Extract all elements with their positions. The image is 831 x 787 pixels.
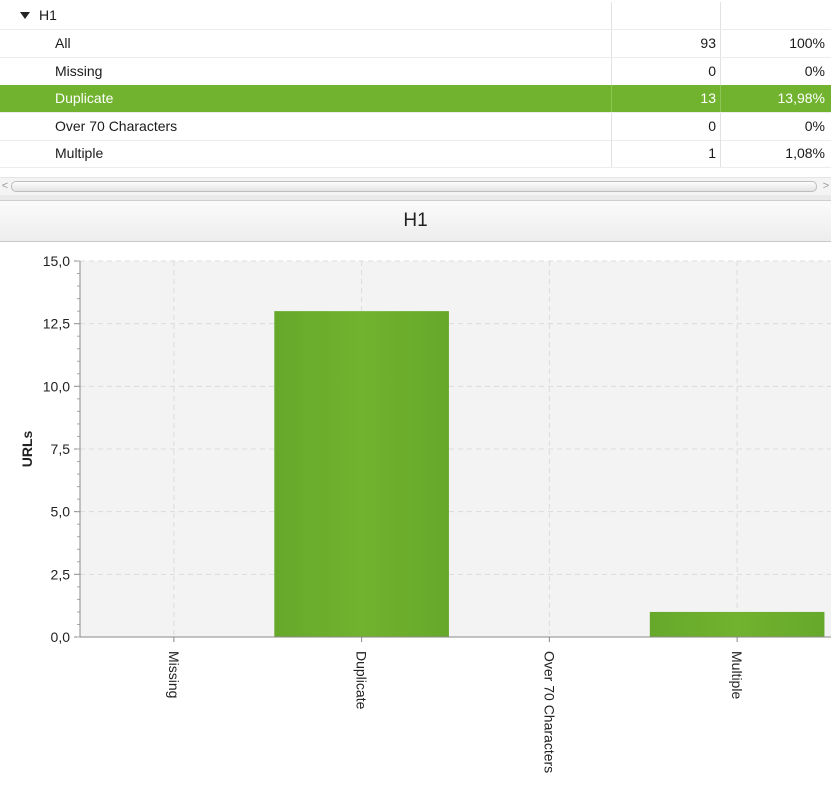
x-tick-label: Missing (166, 651, 182, 698)
row-percent: 100% (720, 30, 831, 57)
row-percent: 0% (720, 58, 831, 85)
table-row[interactable]: All 93 100% (0, 30, 831, 58)
tree-group-label: H1 (39, 7, 57, 23)
row-label: All (55, 35, 71, 51)
y-tick-label: 2,5 (51, 566, 71, 582)
bar-chart: 0,0 2,5 5,0 7,5 10,0 12,5 15,0 Missing Duplicate… (19, 253, 831, 773)
y-tick-label: 10,0 (43, 378, 70, 394)
row-label: Over 70 Characters (55, 118, 178, 134)
row-percent: 0% (720, 113, 831, 140)
table-row[interactable]: Missing 0 0% (0, 58, 831, 86)
row-count: 0 (611, 113, 719, 140)
y-axis-label: URLs (19, 431, 35, 468)
y-tick-label: 12,5 (43, 316, 70, 332)
x-tick-label: Multiple (729, 651, 745, 699)
row-label: Missing (55, 63, 103, 79)
row-count: 93 (611, 30, 719, 57)
chart-title: H1 (0, 201, 831, 242)
row-percent: 1,08% (720, 140, 831, 167)
row-count: 0 (611, 58, 719, 85)
y-tick-label: 0,0 (51, 629, 71, 645)
bar-duplicate (274, 311, 449, 637)
row-percent: 13,98% (720, 85, 831, 112)
bar-multiple (649, 611, 825, 637)
row-label: Duplicate (55, 90, 114, 106)
table-row[interactable]: Over 70 Characters 0 0% (0, 113, 831, 141)
tree-group-row-h1[interactable]: H1 (0, 2, 831, 30)
y-tick-label: 15,0 (43, 253, 70, 269)
y-tick-label: 7,5 (51, 441, 71, 457)
table-row-selected[interactable]: Duplicate 13 13,98% (0, 85, 831, 113)
x-tick-label: Duplicate (354, 651, 370, 710)
chevron-left-icon[interactable]: < (1, 180, 9, 192)
scrollbar-thumb[interactable] (11, 181, 817, 192)
row-count: 13 (611, 85, 719, 112)
x-tick-label: Over 70 Characters (541, 651, 557, 773)
pane-splitter[interactable] (0, 195, 831, 201)
y-tick-label: 5,0 (51, 504, 71, 520)
row-count: 1 (611, 140, 719, 167)
h1-tree-table: H1 All 93 100% Missing 0 0% Duplicate 13… (0, 0, 831, 176)
row-label: Multiple (55, 145, 104, 161)
table-row[interactable]: Multiple 1 1,08% (0, 140, 831, 168)
horizontal-scrollbar[interactable]: < > (0, 177, 831, 195)
expand-triangle-icon[interactable] (20, 12, 30, 19)
chevron-right-icon[interactable]: > (822, 180, 830, 192)
